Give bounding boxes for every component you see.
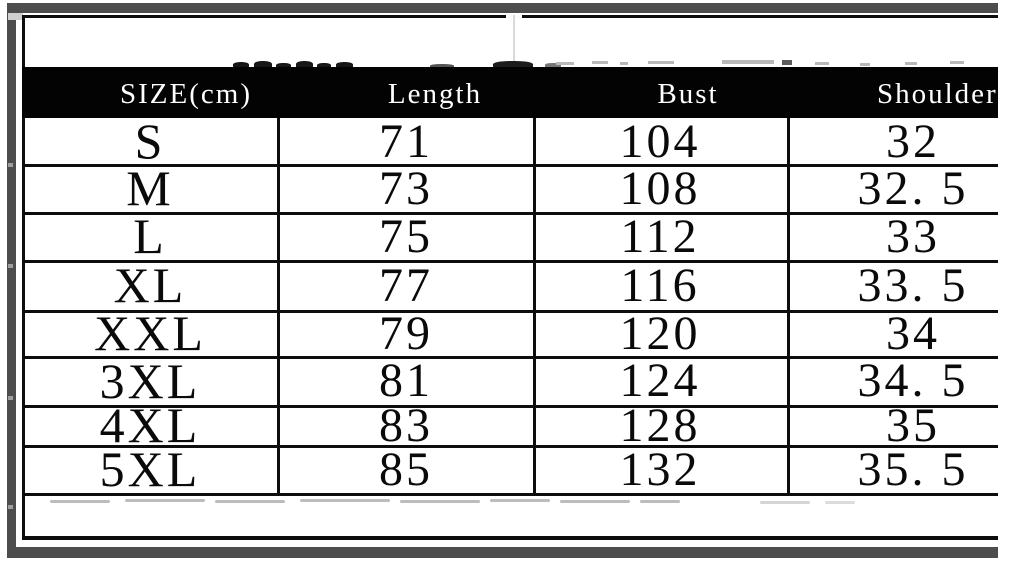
row-divider <box>25 356 998 359</box>
smudge-artifact <box>620 62 628 65</box>
table-header-band <box>22 67 998 118</box>
smudge-artifact <box>640 500 680 503</box>
cell-shoulder: 33 <box>886 209 940 263</box>
row-divider <box>25 445 998 448</box>
cell-bust: 104 <box>619 114 701 168</box>
cell-shoulder: 34. 5 <box>857 354 969 407</box>
cell-length: 85 <box>379 442 433 496</box>
row-divider <box>25 405 998 408</box>
cell-bust: 116 <box>620 258 700 312</box>
smudge-artifact <box>648 61 674 64</box>
smudge-artifact <box>400 500 480 503</box>
image-seam-artifact <box>513 15 515 67</box>
table-row: XXL 79 120 34 <box>0 305 998 361</box>
column-header-length: Length <box>387 78 483 110</box>
covered-text-artifact <box>493 61 533 68</box>
frame-notch <box>8 505 13 509</box>
covered-text-artifact <box>233 62 249 68</box>
table-row: 5XL 85 132 35. 5 <box>0 441 998 497</box>
frame-notch <box>8 163 13 167</box>
table-row: L 75 112 33 <box>0 208 998 264</box>
column-header-shoulder: Shoulder <box>877 78 998 110</box>
cell-size: L <box>133 208 167 264</box>
row-divider <box>25 260 998 263</box>
cell-bust: 128 <box>619 398 701 452</box>
cell-bust: 132 <box>619 442 701 496</box>
frame-corner-notch <box>8 13 23 20</box>
row-divider <box>25 310 998 313</box>
smudge-artifact <box>215 500 285 503</box>
column-divider <box>787 118 790 493</box>
table-bottom-border <box>22 536 998 540</box>
smudge-artifact <box>556 62 574 65</box>
smudge-artifact <box>825 501 855 504</box>
smudge-artifact <box>560 500 630 503</box>
cell-size: S <box>134 113 166 169</box>
table-row: XL 77 116 33. 5 <box>0 257 998 313</box>
smudge-artifact <box>760 501 810 504</box>
cell-shoulder: 32. 5 <box>857 161 969 215</box>
frame-top-bar <box>8 3 998 13</box>
covered-text-artifact <box>296 61 313 68</box>
cell-length: 75 <box>379 209 433 263</box>
cell-size: 4XL <box>99 397 201 453</box>
row-divider <box>25 212 998 215</box>
smudge-artifact <box>815 62 829 65</box>
cell-shoulder: 35. 5 <box>857 442 969 496</box>
cell-length: 71 <box>379 114 433 168</box>
smudge-artifact <box>950 61 964 64</box>
covered-text-artifact <box>317 63 331 68</box>
covered-text-artifact <box>276 63 291 68</box>
smudge-artifact <box>860 63 870 66</box>
smudge-artifact <box>300 499 390 502</box>
column-divider <box>533 118 536 493</box>
frame-notch <box>8 264 13 268</box>
smudge-artifact <box>125 499 205 502</box>
cell-bust: 112 <box>620 209 700 263</box>
cell-size: 5XL <box>99 441 201 497</box>
cell-bust: 108 <box>619 161 701 215</box>
row-divider <box>25 493 998 496</box>
cell-size: 3XL <box>99 352 201 409</box>
row-divider <box>25 164 998 167</box>
cell-bust: 120 <box>619 306 701 360</box>
cell-bust: 124 <box>619 354 701 407</box>
cell-length: 79 <box>379 306 433 360</box>
cell-length: 83 <box>379 398 433 452</box>
table-left-border <box>22 15 25 540</box>
frame-notch <box>8 396 13 400</box>
cell-length: 73 <box>379 161 433 215</box>
column-header-size: SIZE(cm) <box>120 78 252 110</box>
table-row: M 73 108 32. 5 <box>0 160 998 216</box>
table-row: 3XL 81 124 34. 5 <box>0 352 998 409</box>
smudge-artifact <box>905 62 917 65</box>
table-row: 4XL 83 128 35 <box>0 397 998 453</box>
frame-left-bar <box>7 3 16 558</box>
smudge-artifact <box>490 499 550 502</box>
cell-shoulder: 35 <box>886 398 940 452</box>
cell-shoulder: 33. 5 <box>857 258 969 312</box>
smudge-artifact <box>50 500 110 503</box>
cell-shoulder: 32 <box>886 114 940 168</box>
frame-bottom-bar <box>7 547 998 558</box>
covered-text-artifact <box>254 61 272 68</box>
cell-size: M <box>126 160 174 216</box>
chart-clip-region: SIZE(cm) Length Bust Shoulder S 71 104 3… <box>0 3 998 558</box>
column-divider <box>277 118 280 493</box>
covered-text-artifact <box>545 63 561 67</box>
column-header-bust: Bust <box>657 78 719 110</box>
covered-text-artifact <box>430 64 454 68</box>
cell-length: 81 <box>379 354 433 407</box>
cell-size: XXL <box>94 305 206 361</box>
covered-text-artifact <box>336 62 353 68</box>
smudge-artifact <box>782 60 792 65</box>
smudge-artifact <box>592 61 608 64</box>
cell-length: 77 <box>379 258 433 312</box>
smudge-artifact <box>722 60 774 64</box>
cell-shoulder: 34 <box>886 306 940 360</box>
cell-size: XL <box>113 257 187 313</box>
table-row: S 71 104 32 <box>0 113 998 169</box>
